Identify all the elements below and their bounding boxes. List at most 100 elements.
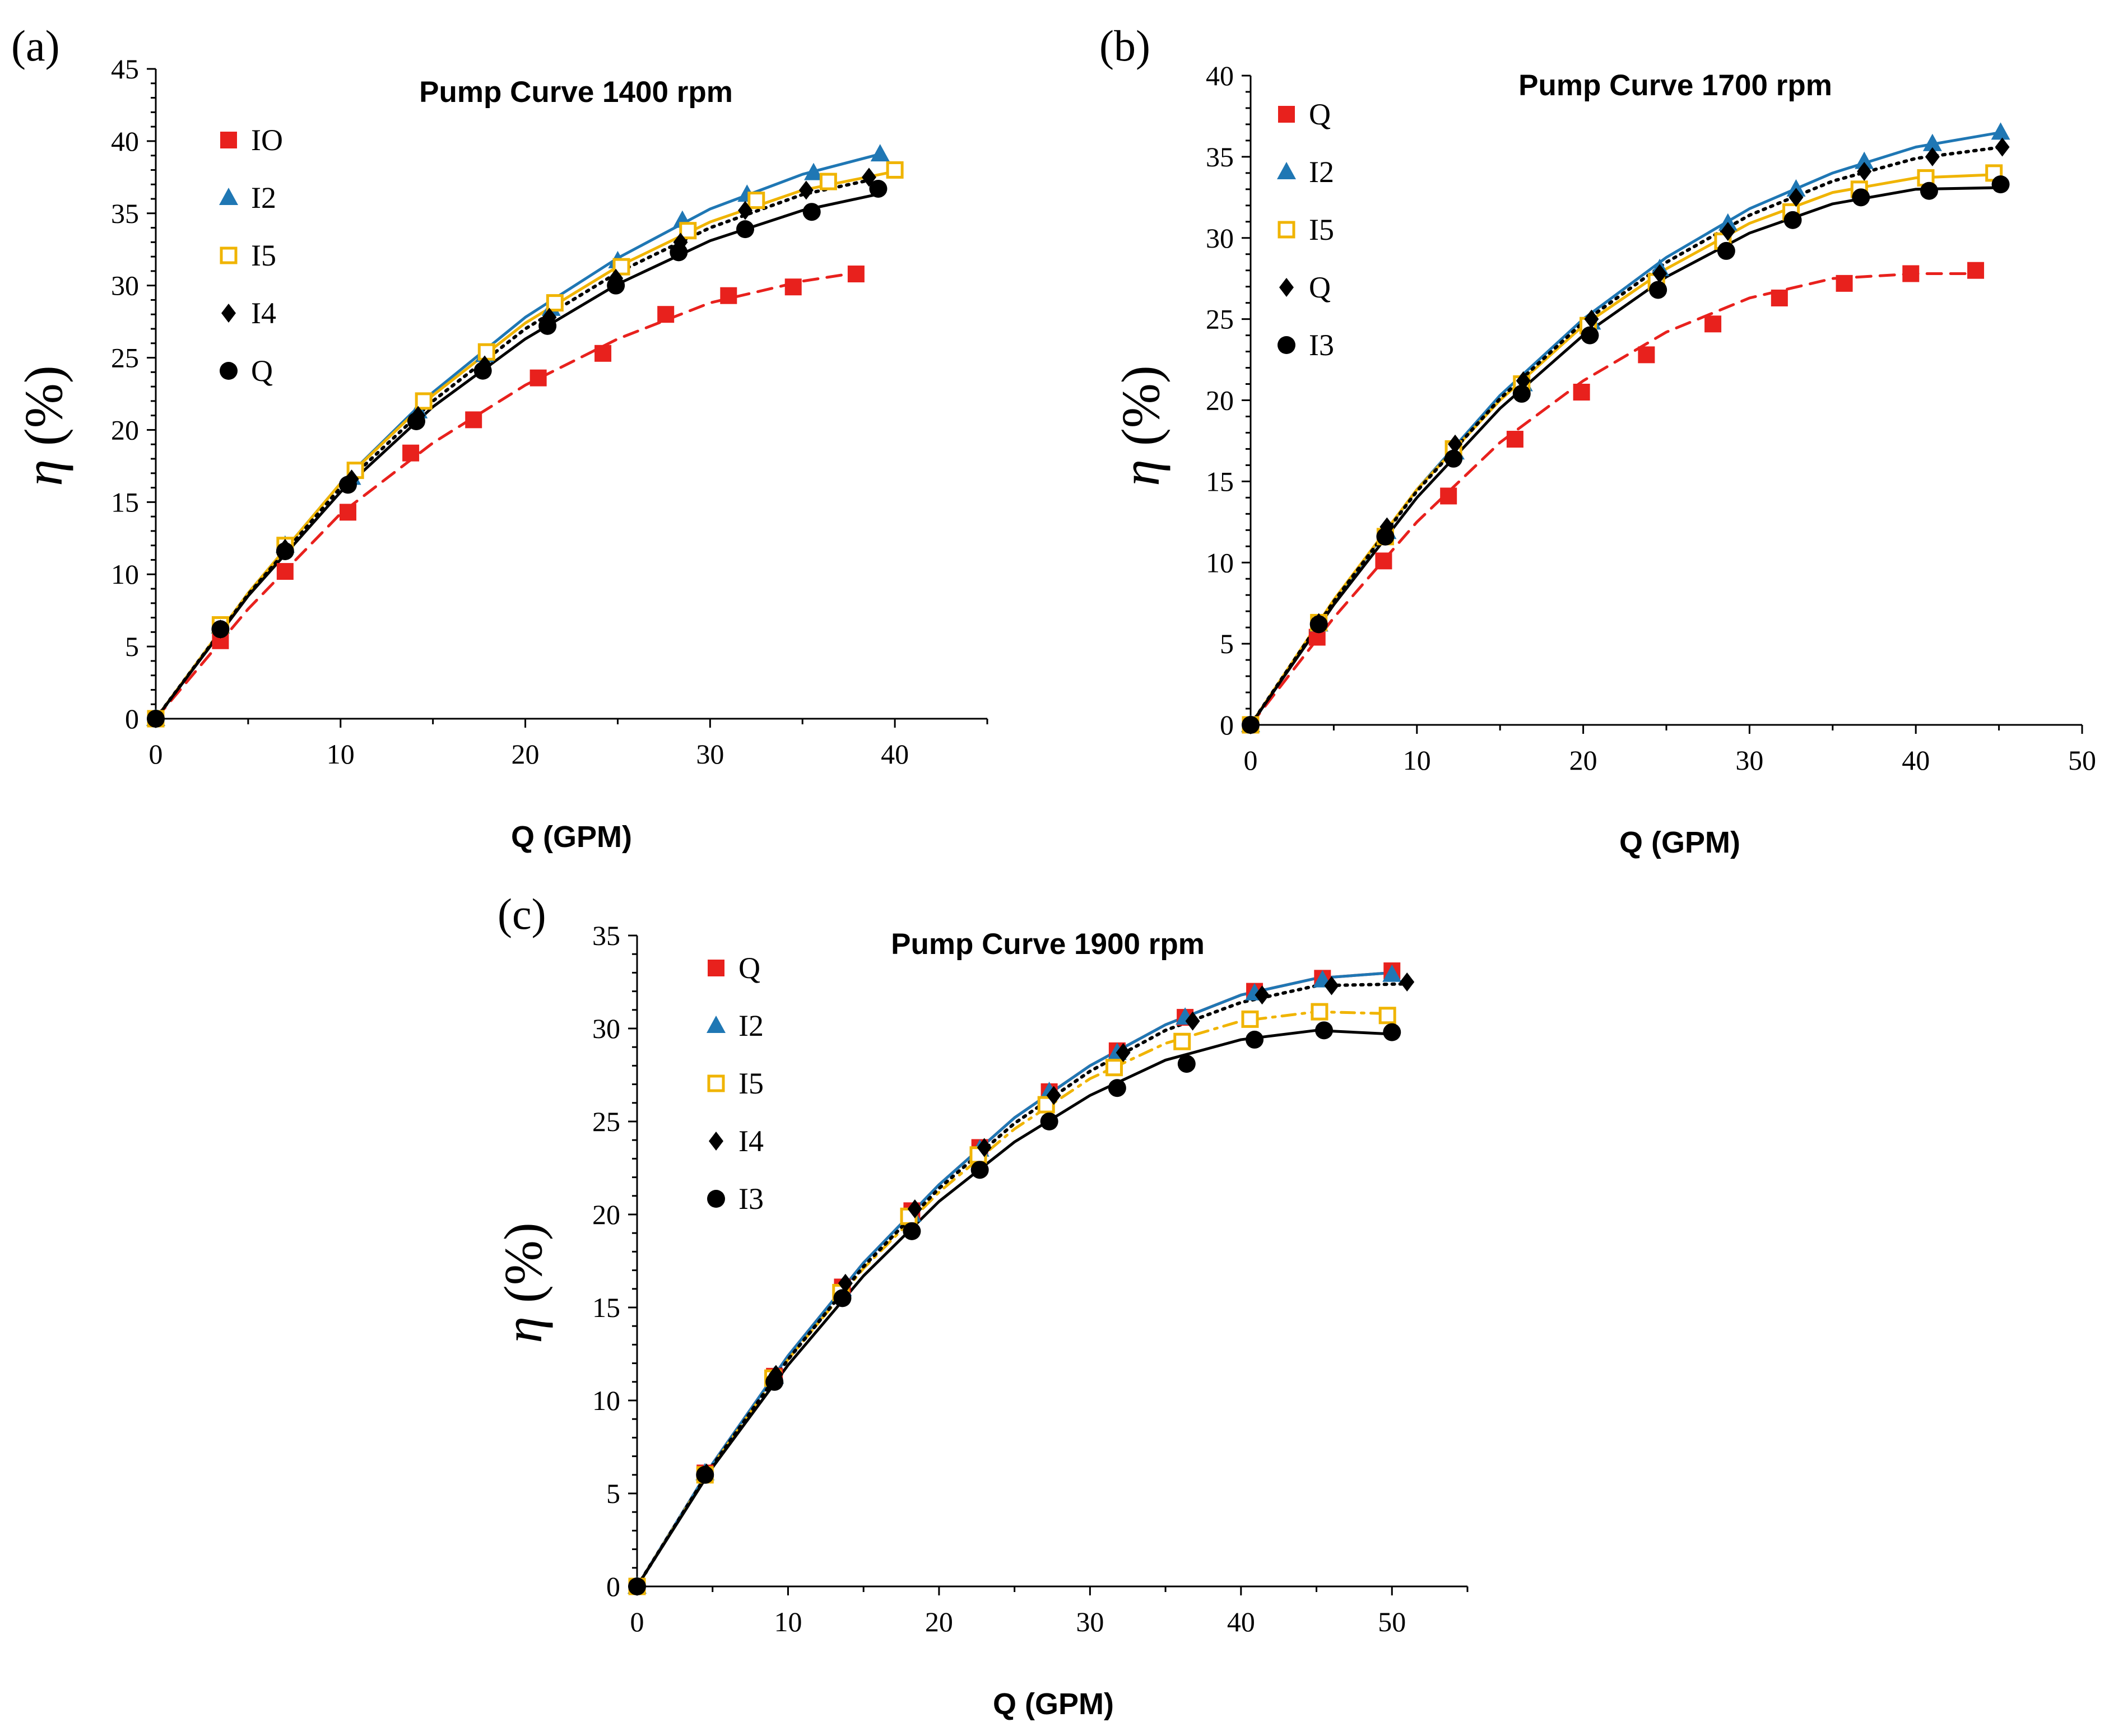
data-point [804,162,824,180]
legend-label: I2 [738,1009,764,1042]
x-tick-label: 10 [774,1606,802,1637]
y-tick-label: 30 [111,270,139,301]
x-tick-label: 30 [1735,744,1763,776]
chart-title: Pump Curve 1400 rpm [419,76,733,109]
x-tick-label: 40 [1902,744,1930,776]
x-tick-label: 20 [1569,744,1597,776]
data-point [798,180,814,200]
data-point [1771,289,1788,306]
legend: IO I2 I5 I4 Q [219,123,283,388]
data-point [1652,264,1667,283]
data-point [1717,241,1735,260]
x-axis-label: Q (GPM) [1619,826,1740,859]
data-point [1309,615,1328,634]
y-tick-label: 35 [592,920,620,951]
data-point [1704,315,1722,333]
fit-line [1249,272,1977,727]
data-point [1852,188,1870,207]
x-tick-label: 30 [1076,1606,1104,1637]
data-point [1246,1030,1264,1049]
data-point [1375,552,1392,570]
data-point [903,1222,921,1240]
y-tick-label: 20 [111,414,139,445]
legend-label: I4 [738,1124,764,1158]
data-point [1116,1043,1131,1063]
data-point [1991,122,2010,140]
x-tick-label: 10 [327,738,355,770]
data-point [1400,972,1415,992]
legend-marker [219,188,238,205]
x-tick-label: 50 [1378,1606,1406,1637]
legend-marker [221,304,236,323]
data-point [1920,181,1938,200]
series-I2-triangle [1249,131,2003,727]
series-Q-square [635,971,1393,1588]
data-point [1584,309,1599,329]
legend-label: Q [1309,97,1331,131]
y-tick-label: 25 [1206,304,1234,335]
data-point [784,278,802,296]
y-tick-label: 5 [606,1478,620,1509]
data-point [1573,384,1590,401]
x-tick-label: 0 [630,1606,644,1637]
y-tick-label: 0 [1220,709,1234,741]
legend-label: I5 [251,239,276,272]
panel-label: (a) [11,21,60,70]
data-point [1255,985,1270,1005]
y-tick-label: 15 [111,486,139,518]
y-tick-label: 5 [125,631,139,662]
legend: Q I2 I5 Q I3 [1277,97,1334,362]
y-tick-label: 35 [1206,141,1234,173]
data-point [696,1465,714,1484]
y-axis-label: η (%) [493,1222,553,1343]
x-tick-label: 20 [512,738,540,770]
y-axis-unit: (%) [13,365,73,459]
y-tick-label: 15 [592,1292,620,1323]
legend-label: I5 [1309,213,1334,246]
x-tick-label: 30 [696,738,724,770]
data-point [1902,265,1920,282]
data-point [546,294,564,312]
series-I4-diamond [635,982,1409,1588]
data-point [1783,211,1802,229]
y-tick-label: 10 [1206,547,1234,578]
data-point [1383,1023,1401,1041]
data-point [276,563,294,580]
data-point [1185,1011,1200,1031]
data-point [1040,1113,1058,1130]
legend-marker [220,246,238,264]
y-tick-label: 30 [592,1013,620,1044]
data-point [402,444,420,462]
series-markers-I2-triangle [628,964,1402,1594]
y-axis-unit: (%) [1111,365,1170,459]
y-tick-label: 40 [1206,60,1234,91]
data-point [538,317,557,335]
series-I3-circle [635,1028,1393,1588]
x-tick-label: 20 [925,1606,953,1637]
data-point [1378,1007,1396,1025]
series-markers-Q-square [1242,262,1985,733]
legend-marker [220,132,237,148]
data-point [907,1199,922,1219]
chart-panel-c: 0 10 20 30 40 50 0 5 10 15 20 25 30 35 (c) Pump Curve 1… [493,890,1469,1721]
data-point [1855,151,1874,169]
y-tick-label: 15 [1206,466,1234,497]
data-point [747,192,765,210]
fit-line [154,193,878,720]
series-I2-triangle [635,971,1393,1588]
y-tick-label: 10 [111,559,139,590]
series-IO-square [154,271,860,720]
chart-title: Pump Curve 1700 rpm [1518,69,1832,102]
legend-label: Q [251,354,273,388]
data-point [720,287,737,304]
legend-marker [707,1190,725,1208]
series-markers-IO-square [147,266,865,727]
x-axis-label: Q (GPM) [511,820,632,854]
data-point [1173,1032,1191,1050]
y-tick-label: 20 [1206,385,1234,416]
legend-label: I4 [251,296,276,330]
x-tick-label: 0 [1244,744,1258,776]
data-point [1324,976,1339,995]
series-I5-square-open [1249,173,1996,727]
fit-line [154,271,860,720]
